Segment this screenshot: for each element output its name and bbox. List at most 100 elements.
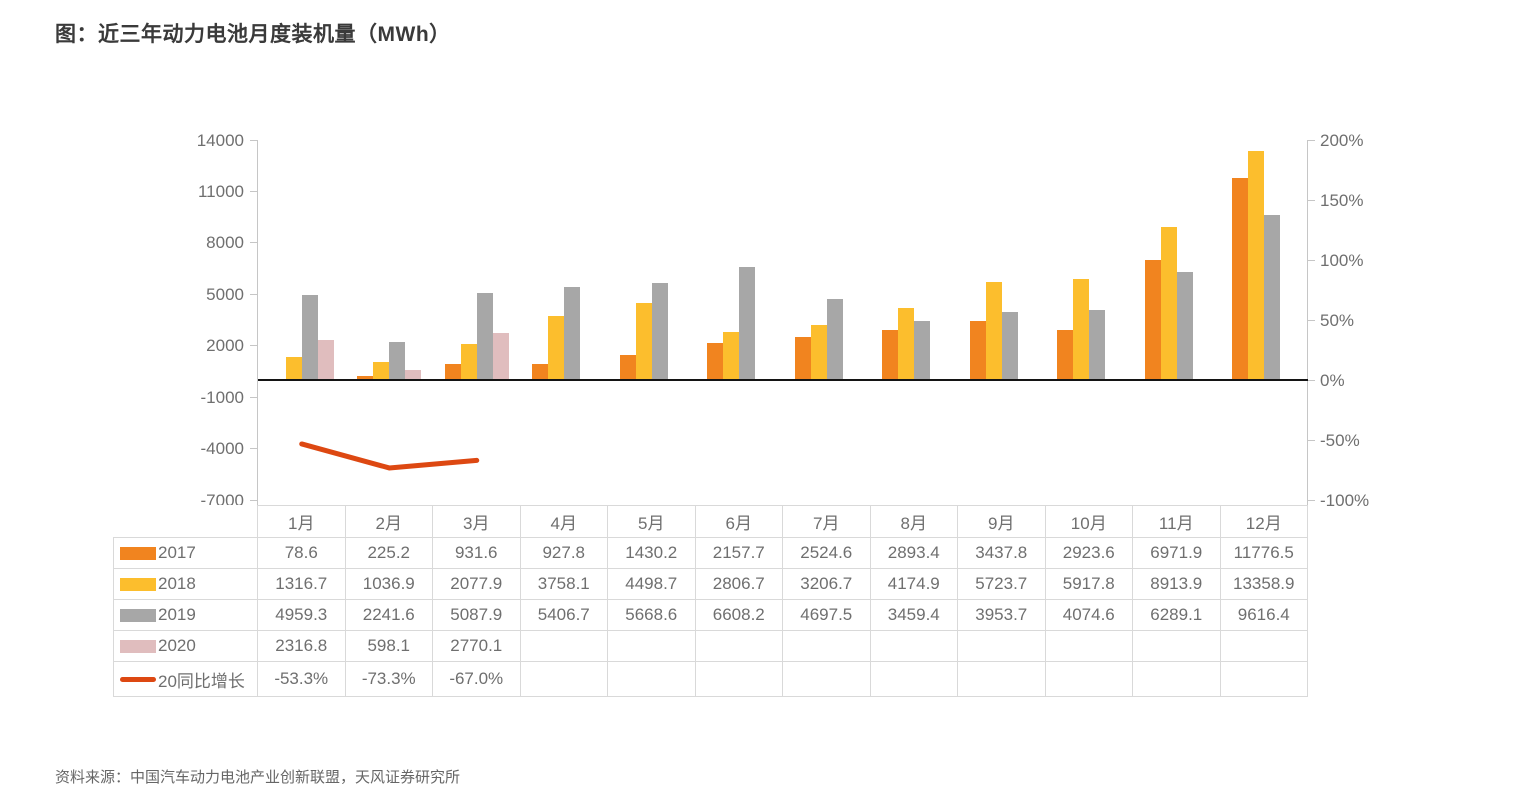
- left-axis-tick: [250, 396, 258, 398]
- bar-2019-5月: [651, 282, 668, 380]
- bar-2019-7月: [826, 299, 843, 380]
- bar-2018-6月: [723, 331, 740, 380]
- table-cell: 3459.4: [870, 600, 958, 631]
- right-axis-tick: [1307, 439, 1315, 441]
- table-cell: 3206.7: [783, 569, 871, 600]
- table-cell: -53.3%: [258, 662, 346, 697]
- right-axis-tick-label: -50%: [1320, 430, 1360, 450]
- left-axis-tick: [250, 242, 258, 244]
- left-axis-tick-label: -7000: [200, 490, 244, 510]
- table-cell: 2077.9: [433, 569, 521, 600]
- bar-2020-2月: [405, 369, 422, 380]
- left-axis-tick: [250, 499, 258, 501]
- table-cell: [695, 662, 783, 697]
- table-cell: [1220, 662, 1308, 697]
- table-cell: -67.0%: [433, 662, 521, 697]
- table-cell: 5087.9: [433, 600, 521, 631]
- left-axis-tick: [250, 190, 258, 192]
- legend-row-20同比增长: 20同比增长: [113, 662, 258, 697]
- table-cell: -73.3%: [345, 662, 433, 697]
- table-cell: 2893.4: [870, 538, 958, 569]
- table-cell: 6971.9: [1133, 538, 1221, 569]
- data-table: 1月 2月 3月 4月 5月 6月 7月 8月 9月 10月 11月 12月 2017 78.6 225.2…: [113, 505, 1308, 697]
- right-axis-tick-label: 50%: [1320, 310, 1355, 330]
- table-cell: 3953.7: [958, 600, 1046, 631]
- left-axis-line: [257, 140, 258, 505]
- table-header-cell: 5月: [608, 505, 696, 538]
- table-cell: 4697.5: [783, 600, 871, 631]
- bar-2019-12月: [1264, 215, 1281, 380]
- table-corner-cell: [113, 505, 258, 538]
- legend-swatch-20同比增长: [120, 676, 156, 682]
- table-cell: [608, 662, 696, 697]
- bar-2017-7月: [794, 336, 811, 380]
- table-cell: [1220, 631, 1308, 662]
- table-cell: [1045, 631, 1133, 662]
- bar-2017-2月: [357, 376, 374, 380]
- table-cell: 2157.7: [695, 538, 783, 569]
- bar-2018-8月: [898, 308, 915, 380]
- table-cell: [1133, 631, 1221, 662]
- bar-2019-3月: [476, 292, 493, 380]
- table-cell: 225.2: [345, 538, 433, 569]
- legend-swatch-2019: [120, 608, 156, 622]
- bar-2019-2月: [389, 341, 406, 380]
- bar-2017-8月: [882, 330, 899, 380]
- left-axis-tick-label: 11000: [197, 181, 244, 201]
- bar-2018-9月: [985, 281, 1002, 380]
- right-axis-tick: [1307, 319, 1315, 321]
- table-cell: [520, 662, 608, 697]
- table-cell: [695, 631, 783, 662]
- table-cell: 78.6: [258, 538, 346, 569]
- bar-2017-10月: [1057, 329, 1074, 380]
- bar-2017-9月: [969, 321, 986, 380]
- right-axis-line: [1307, 140, 1308, 505]
- table-header-cell: 4月: [520, 505, 608, 538]
- table-cell: 5668.6: [608, 600, 696, 631]
- table-cell: 6289.1: [1133, 600, 1221, 631]
- table-header-cell: 6月: [695, 505, 783, 538]
- left-axis-tick-label: -1000: [200, 387, 244, 407]
- table-cell: [870, 662, 958, 697]
- bar-2019-9月: [1001, 312, 1018, 380]
- table-cell: 4498.7: [608, 569, 696, 600]
- bar-2018-3月: [460, 344, 477, 380]
- left-axis-tick-label: 5000: [206, 284, 244, 304]
- table-cell: [608, 631, 696, 662]
- table-header-cell: 1月: [258, 505, 346, 538]
- table-cell: 4074.6: [1045, 600, 1133, 631]
- table-cell: 6608.2: [695, 600, 783, 631]
- table-cell: 8913.9: [1133, 569, 1221, 600]
- bar-2018-1月: [285, 357, 302, 380]
- right-axis-tick: [1307, 199, 1315, 201]
- table-cell: 2923.6: [1045, 538, 1133, 569]
- legend-label-2018: 2018: [158, 574, 196, 593]
- left-axis-tick-label: -4000: [200, 439, 244, 459]
- table-cell: [1045, 662, 1133, 697]
- table-header-cell: 10月: [1045, 505, 1133, 538]
- bar-2017-3月: [444, 364, 461, 380]
- bar-2017-12月: [1232, 178, 1249, 380]
- legend-label-20同比增长: 20同比增长: [158, 671, 245, 691]
- table-cell: 13358.9: [1220, 569, 1308, 600]
- legend-label-2020: 2020: [158, 636, 196, 655]
- table-cell: 2806.7: [695, 569, 783, 600]
- left-axis-tick-label: 2000: [206, 336, 244, 356]
- source-note: 资料来源：中国汽车动力电池产业创新联盟，天风证券研究所: [55, 769, 461, 786]
- zero-axis-line: [258, 379, 1308, 381]
- right-axis-tick-label: 0%: [1320, 370, 1345, 390]
- right-axis-tick-label: -100%: [1320, 490, 1370, 510]
- left-axis-tick: [250, 448, 258, 450]
- bar-2020-1月: [317, 340, 334, 380]
- bar-2019-8月: [914, 320, 931, 380]
- table-cell: 3437.8: [958, 538, 1046, 569]
- legend-swatch-2018: [120, 577, 156, 591]
- table-cell: 4174.9: [870, 569, 958, 600]
- legend-label-2019: 2019: [158, 605, 196, 624]
- bar-2018-4月: [548, 315, 565, 380]
- right-axis-tick: [1307, 139, 1315, 141]
- table-cell: 5406.7: [520, 600, 608, 631]
- table-cell: [958, 662, 1046, 697]
- bar-2019-1月: [301, 294, 318, 380]
- right-axis-tick-label: 150%: [1320, 190, 1364, 210]
